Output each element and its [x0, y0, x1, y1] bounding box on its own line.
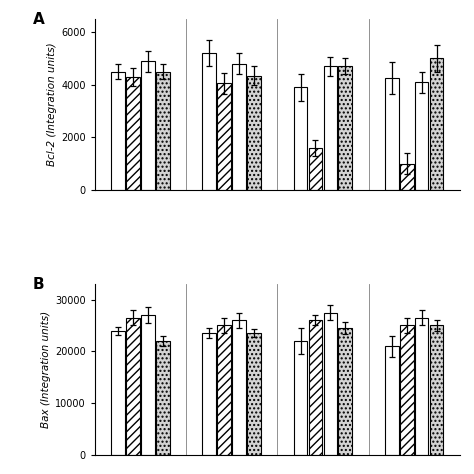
Text: A: A	[33, 12, 45, 27]
Bar	[141, 315, 155, 455]
Bar	[309, 148, 322, 190]
Bar	[415, 82, 428, 190]
Bar	[309, 320, 322, 455]
Bar	[126, 77, 140, 190]
Bar	[202, 53, 216, 190]
Bar	[156, 72, 170, 190]
Bar	[111, 72, 125, 190]
Y-axis label: Bax (Integration units): Bax (Integration units)	[41, 311, 51, 428]
Text: B: B	[33, 277, 45, 292]
Bar	[126, 318, 140, 455]
Y-axis label: Bcl-2 (Integration units): Bcl-2 (Integration units)	[47, 43, 57, 166]
Bar	[429, 326, 443, 455]
Bar	[111, 331, 125, 455]
Bar	[429, 58, 443, 190]
Bar	[400, 164, 413, 190]
Bar	[294, 341, 308, 455]
Bar	[156, 341, 170, 455]
Bar	[202, 333, 216, 455]
Bar	[141, 61, 155, 190]
Bar	[218, 83, 231, 190]
Bar	[232, 64, 246, 190]
Bar	[232, 320, 246, 455]
Bar	[400, 326, 413, 455]
Bar	[247, 333, 261, 455]
Bar	[324, 66, 337, 190]
Bar	[247, 75, 261, 190]
Bar	[385, 346, 399, 455]
Bar	[415, 318, 428, 455]
Bar	[294, 87, 308, 190]
Bar	[338, 66, 352, 190]
Bar	[218, 326, 231, 455]
Bar	[385, 78, 399, 190]
Bar	[338, 328, 352, 455]
Bar	[324, 312, 337, 455]
